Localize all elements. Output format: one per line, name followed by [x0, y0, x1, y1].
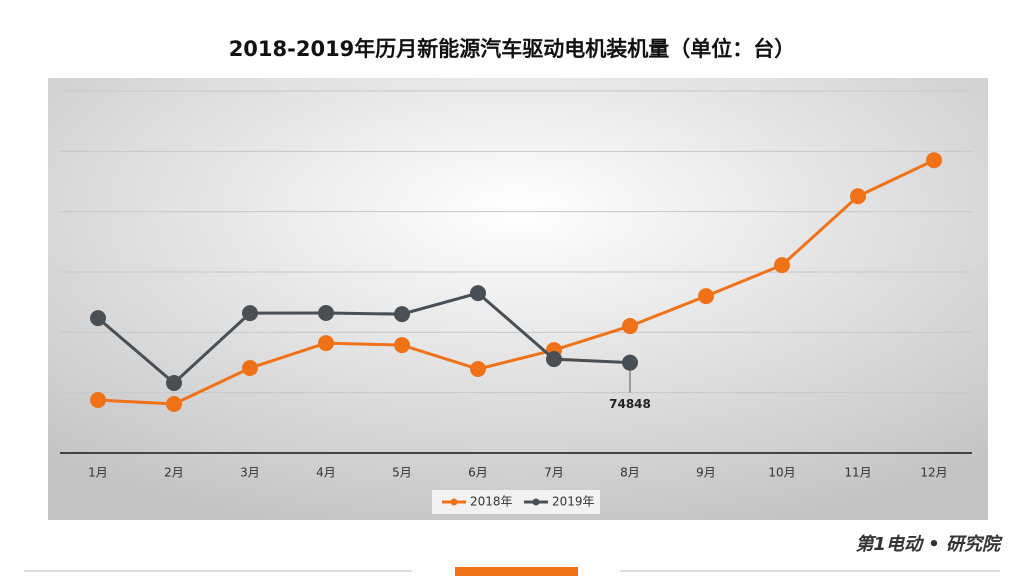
data-point: [90, 392, 106, 409]
data-point: [622, 354, 638, 371]
data-point: [394, 306, 410, 323]
legend-label: 2019年: [552, 495, 595, 509]
data-label: 74848: [609, 397, 651, 411]
x-tick-label: 8月: [620, 466, 640, 480]
series-line: [97, 291, 631, 386]
data-point: [546, 351, 562, 368]
data-point: [698, 288, 714, 305]
legend-marker: [532, 498, 540, 506]
data-point: [318, 335, 334, 352]
footer-logo: 第1电动 • 研究院: [855, 534, 1003, 555]
data-point: [242, 305, 258, 322]
x-tick-label: 9月: [696, 466, 716, 480]
data-point: [318, 305, 334, 322]
footer-bar: [455, 567, 578, 576]
data-point: [774, 257, 790, 274]
x-tick-label: 6月: [468, 466, 488, 480]
series-line: [97, 158, 935, 406]
legend-label: 2018年: [470, 495, 513, 509]
x-tick-label: 4月: [316, 466, 336, 480]
x-tick-label: 3月: [240, 466, 260, 480]
data-point: [166, 375, 182, 392]
x-tick-label: 11月: [844, 466, 871, 480]
data-point: [90, 310, 106, 327]
x-tick-label: 5月: [392, 466, 412, 480]
data-point: [470, 361, 486, 378]
data-point: [850, 188, 866, 205]
legend-marker: [450, 498, 458, 506]
x-tick-label: 12月: [920, 466, 947, 480]
data-point: [622, 318, 638, 335]
chart-title: 2018-2019年历月新能源汽车驱动电机装机量（单位：台）: [229, 37, 796, 61]
x-tick-label: 10月: [768, 466, 795, 480]
x-tick-label: 2月: [164, 466, 184, 480]
data-point: [470, 285, 486, 302]
data-point: [926, 152, 942, 169]
data-point: [242, 360, 258, 377]
data-point: [166, 396, 182, 413]
data-point: [394, 337, 410, 354]
x-tick-label: 1月: [88, 466, 108, 480]
x-tick-label: 7月: [544, 466, 564, 480]
